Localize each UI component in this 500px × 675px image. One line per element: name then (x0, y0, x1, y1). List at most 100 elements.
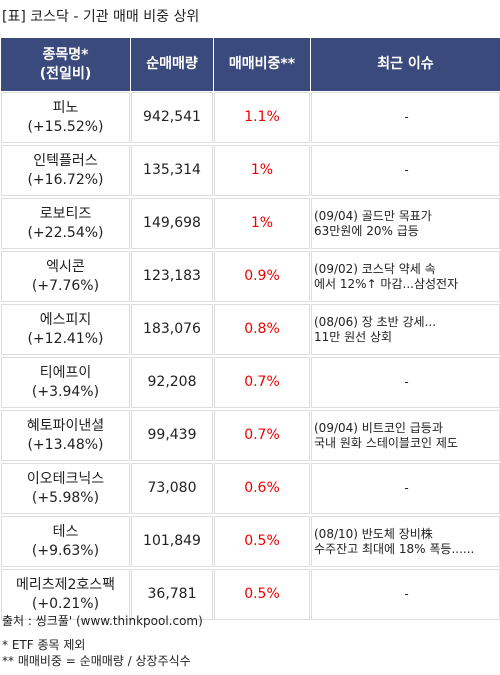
ratio-cell: 0.5% (213, 567, 311, 622)
table-row: 티에프이 (+3.94%) 92,208 0.7% - (0, 355, 500, 410)
issue-line: - (404, 587, 409, 601)
ratio-cell: 0.7% (213, 408, 311, 463)
table-row: 로보티즈 (+22.54%) 149,698 1% (09/04) 골드만 목표가 63만… (0, 196, 500, 251)
stock-change: (+16.72%) (27, 171, 104, 188)
stock-name: 테스 (52, 523, 79, 540)
column-header: 순매매량 (130, 37, 214, 92)
issue-cell: (08/10) 반도체 장비株 수주잔고 최대에 18% 폭등...... (310, 514, 500, 569)
name-cell: 티에프이 (+3.94%) (0, 355, 131, 410)
issue-line: - (404, 375, 409, 389)
name-cell: 이오테크닉스 (+5.98%) (0, 461, 131, 516)
issue-cell: - (310, 355, 500, 410)
table: 종목명* (전일비) 순매매량 매매비중** 최근 이슈 피노 (+15.52%) 942,… (0, 37, 500, 622)
header-line: 순매매량 (146, 56, 198, 72)
issue-cell: - (310, 91, 500, 145)
name-cell: 로보티즈 (+22.54%) (0, 196, 131, 251)
header-row: 종목명* (전일비) 순매매량 매매비중** 최근 이슈 (0, 37, 500, 92)
header-line: 최근 이슈 (377, 56, 434, 72)
header-line: 매매비중** (228, 56, 296, 72)
stock-name: 메리츠제2호스팩 (15, 576, 116, 593)
table-row: 인텍플러스 (+16.72%) 135,314 1% - (0, 143, 500, 198)
volume-cell: 92,208 (130, 355, 214, 410)
column-header: 매매비중** (213, 37, 311, 92)
stock-name: 에스피지 (39, 311, 92, 328)
ratio-cell: 0.9% (213, 249, 311, 304)
table-row: 혜토파이낸셜 (+13.48%) 99,439 0.7% (09/04) 비트코인 급등… (0, 408, 500, 463)
issue-line: (08/06) 장 초반 강세... (314, 314, 437, 329)
issue-cell: (09/04) 비트코인 급등과 국내 원화 스테이블코인 제도 (310, 408, 500, 463)
name-cell: 혜토파이낸셜 (+13.48%) (0, 408, 131, 463)
volume-cell: 149,698 (130, 196, 214, 251)
issue-line: 63만원에 20% 급등 (314, 223, 419, 238)
volume-cell: 123,183 (130, 249, 214, 304)
issue-cell: (09/04) 골드만 목표가 63만원에 20% 급등 (310, 196, 500, 251)
stock-name: 로보티즈 (39, 205, 92, 222)
stock-change: (+3.94%) (31, 383, 100, 400)
table-row: 테스 (+9.63%) 101,849 0.5% (08/10) 반도체 장비株 수주잔고… (0, 514, 500, 569)
stock-change: (+15.52%) (27, 118, 104, 135)
volume-cell: 101,849 (130, 514, 214, 569)
stock-change: (+7.76%) (31, 277, 100, 294)
issue-line: (08/10) 반도체 장비株 (314, 526, 433, 541)
note: * ETF 종목 제외 (2, 638, 86, 652)
note: ** 매매비중 = 순매매량 / 상장주식수 (2, 654, 191, 668)
ratio-cell: 1% (213, 196, 311, 251)
volume-cell: 99,439 (130, 408, 214, 463)
column-header: 최근 이슈 (310, 37, 500, 92)
volume-cell: 36,781 (130, 567, 214, 622)
issue-line: - (404, 481, 409, 495)
volume-cell: 942,541 (130, 91, 214, 145)
stock-change: (+5.98%) (31, 489, 100, 506)
issue-line: 에서 12%↑ 마감...삼성전자 (314, 276, 459, 291)
issue-line: 국내 원화 스테이블코인 제도 (314, 435, 458, 450)
issue-line: 11만 원선 상회 (314, 329, 393, 344)
stock-change: (+9.63%) (31, 542, 100, 559)
title: [표] 코스닥 - 기관 매매 비중 상위 (2, 9, 200, 25)
issue-cell: (09/02) 코스닥 약세 속 에서 12%↑ 마감...삼성전자 (310, 249, 500, 304)
issue-cell: (08/06) 장 초반 강세... 11만 원선 상회 (310, 302, 500, 357)
table-row: 에스피지 (+12.41%) 183,076 0.8% (08/06) 장 초반 강세.… (0, 302, 500, 357)
stock-name: 인텍플러스 (33, 152, 98, 169)
table-header: 종목명* (전일비) 순매매량 매매비중** 최근 이슈 (0, 37, 500, 92)
name-cell: 메리츠제2호스팩 (+0.21%) (0, 567, 131, 622)
issue-line: (09/04) 비트코인 급등과 (314, 420, 443, 435)
issue-line: - (404, 163, 409, 177)
source: 출처 : 씽크풀' (www.thinkpool.com) (2, 614, 203, 628)
ratio-cell: 0.8% (213, 302, 311, 357)
name-cell: 피노 (+15.52%) (0, 91, 131, 145)
column-header: 종목명* (전일비) (0, 37, 131, 92)
name-cell: 에스피지 (+12.41%) (0, 302, 131, 357)
issue-line: - (404, 110, 409, 124)
ratio-cell: 0.5% (213, 514, 311, 569)
ratio-cell: 1% (213, 143, 311, 198)
stock-change: (+22.54%) (27, 224, 104, 241)
table-row: 피노 (+15.52%) 942,541 1.1% - (0, 91, 500, 145)
header-line: (전일비) (39, 65, 92, 82)
issue-cell: - (310, 143, 500, 198)
stock-change: (+13.48%) (27, 436, 104, 453)
table-body: 피노 (+15.52%) 942,541 1.1% - 인텍플러스 (+16.72%) 135… (0, 91, 500, 622)
stock-name: 티에프이 (39, 364, 92, 381)
issue-cell: - (310, 461, 500, 516)
table-row: 메리츠제2호스팩 (+0.21%) 36,781 0.5% - (0, 567, 500, 622)
name-cell: 인텍플러스 (+16.72%) (0, 143, 131, 198)
table-row: 이오테크닉스 (+5.98%) 73,080 0.6% - (0, 461, 500, 516)
header-line: 종목명* (42, 46, 89, 63)
issue-cell: - (310, 567, 500, 622)
stock-name: 혜토파이낸셜 (26, 417, 105, 434)
issue-line: (09/02) 코스닥 약세 속 (314, 261, 436, 276)
ratio-cell: 0.6% (213, 461, 311, 516)
volume-cell: 135,314 (130, 143, 214, 198)
volume-cell: 73,080 (130, 461, 214, 516)
table-row: 엑시콘 (+7.76%) 123,183 0.9% (09/02) 코스닥 약세 속 에서… (0, 249, 500, 304)
volume-cell: 183,076 (130, 302, 214, 357)
issue-line: 수주잔고 최대에 18% 폭등...... (314, 541, 475, 556)
name-cell: 테스 (+9.63%) (0, 514, 131, 569)
ratio-cell: 1.1% (213, 91, 311, 145)
stock-name: 이오테크닉스 (26, 470, 105, 487)
stock-change: (+12.41%) (27, 330, 104, 347)
ratio-cell: 0.7% (213, 355, 311, 410)
name-cell: 엑시콘 (+7.76%) (0, 249, 131, 304)
issue-line: (09/04) 골드만 목표가 (314, 208, 432, 223)
